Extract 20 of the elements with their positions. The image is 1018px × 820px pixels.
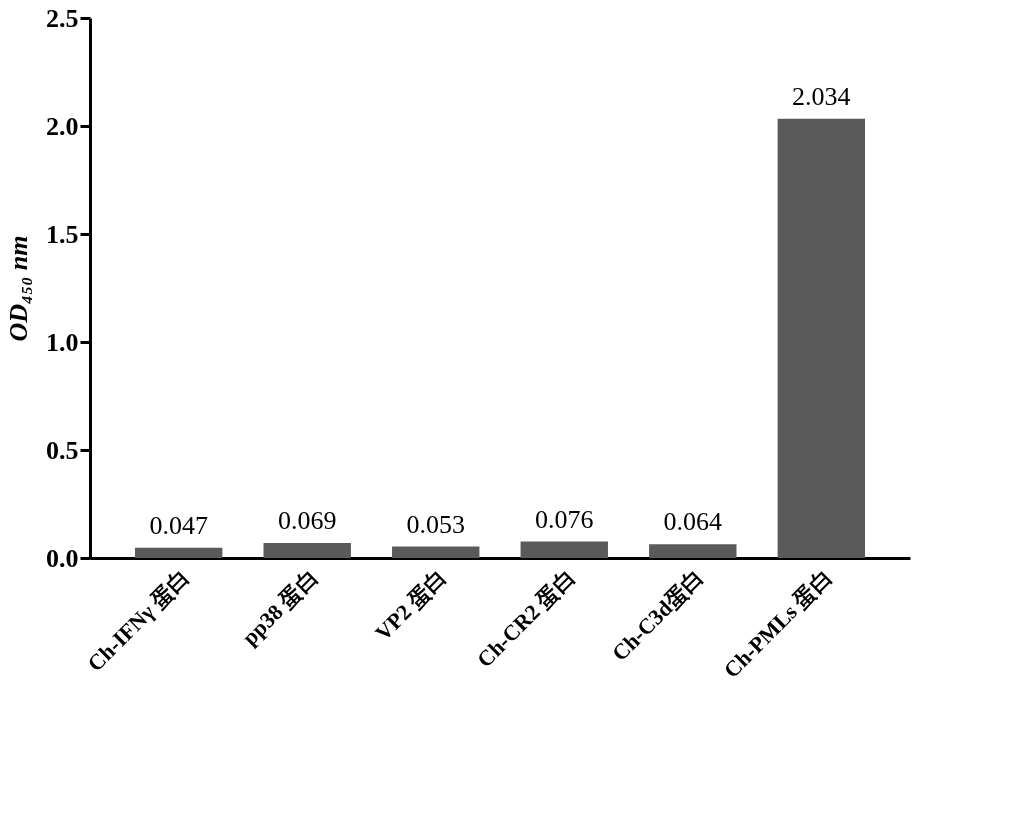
x-tick-label: VP2 蛋白 <box>370 564 452 646</box>
data-label: 0.053 <box>406 509 465 539</box>
data-label: 0.069 <box>277 506 337 536</box>
bar <box>649 544 737 558</box>
y-tick-label: 2.0 <box>46 111 79 141</box>
y-tick-label: 1.0 <box>46 327 79 357</box>
data-label: 0.076 <box>535 504 594 534</box>
y-tick-label: 2.5 <box>46 3 79 33</box>
bar <box>392 546 480 558</box>
bar <box>520 541 608 558</box>
y-tick-label: 1.5 <box>46 219 79 249</box>
data-label: 0.047 <box>149 510 208 540</box>
bar <box>134 547 223 558</box>
bar <box>777 118 866 558</box>
data-label: 2.034 <box>792 81 851 111</box>
bar <box>263 543 351 558</box>
y-axis-title: OD₄₅₀ nm <box>4 235 33 342</box>
data-label: 0.064 <box>663 507 723 537</box>
y-tick-label: 0.0 <box>46 543 79 573</box>
y-tick-label: 0.5 <box>46 435 79 465</box>
